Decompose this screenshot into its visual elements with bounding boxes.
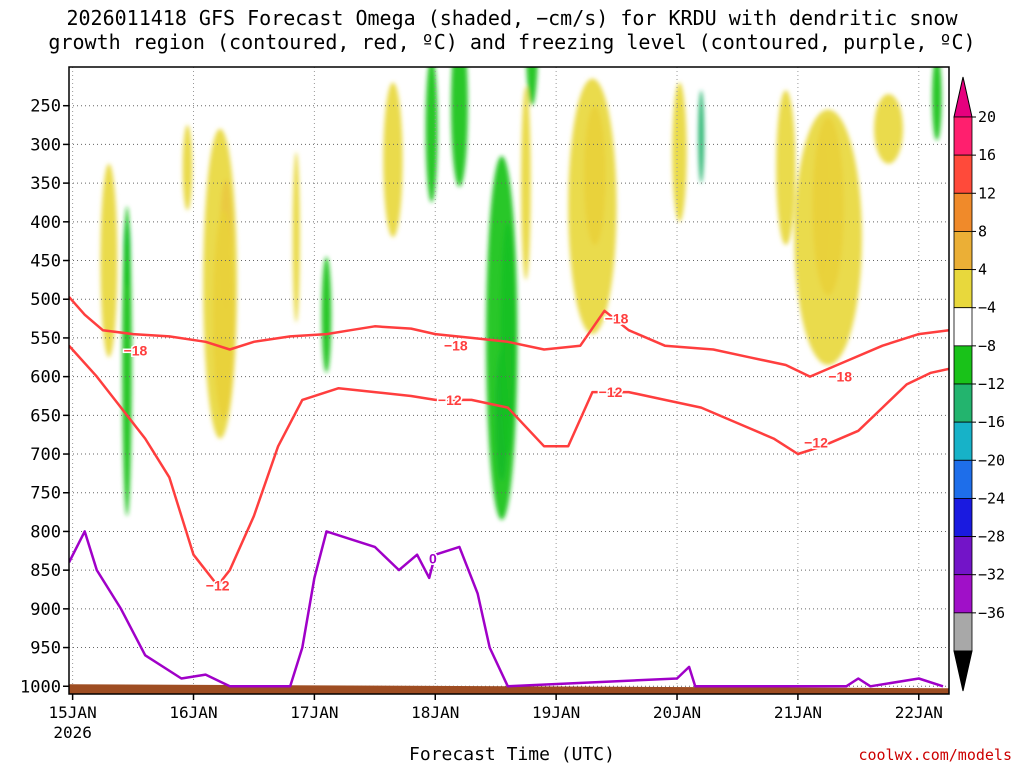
colorbar-label: −24 xyxy=(978,489,1005,507)
credit-link[interactable]: coolwx.com/models xyxy=(858,746,1012,764)
y-tick-label: 250 xyxy=(30,97,61,117)
x-tick-label: 16JAN xyxy=(169,703,217,722)
colorbar: 20 16 12 8 4 −4 −8 −12 −16 −20 −24 −28 −32 −36 xyxy=(953,76,1005,692)
colorbar-swatch xyxy=(953,574,973,614)
omega-blob xyxy=(874,94,904,164)
omega-blob xyxy=(526,67,538,106)
x-tick-label: 21JAN xyxy=(774,703,822,722)
x-tick-label: 18JAN xyxy=(411,703,459,722)
contour-line xyxy=(69,530,944,688)
y-tick-label: 500 xyxy=(30,290,61,310)
y-tick-label: 950 xyxy=(30,639,61,659)
contour-line xyxy=(69,344,949,587)
contour-label: −12 xyxy=(599,384,623,400)
y-tick-label: 300 xyxy=(30,135,61,155)
colorbar-label: −20 xyxy=(978,451,1005,469)
colorbar-label: 12 xyxy=(978,184,996,202)
colorbar-label: −8 xyxy=(978,337,996,355)
colorbar-swatch xyxy=(953,231,973,270)
chart-title: 2026011418 GFS Forecast Omega (shaded, −… xyxy=(0,6,1024,54)
contour-label: −18 xyxy=(605,311,629,327)
omega-blob xyxy=(450,67,468,187)
y-tick-label: 800 xyxy=(30,522,61,542)
y-tick-label: 650 xyxy=(30,406,61,426)
colorbar-top-arrow xyxy=(953,76,973,118)
contour-label: −18 xyxy=(124,342,148,358)
colorbar-label: −16 xyxy=(978,413,1005,431)
colorbar-swatch xyxy=(953,612,973,652)
omega-blob xyxy=(932,67,942,141)
omega-blob xyxy=(383,82,403,238)
colorbar-label: −4 xyxy=(978,299,996,317)
x-tick-label: 15JAN xyxy=(49,703,97,722)
y-tick-label: 600 xyxy=(30,368,61,388)
omega-blob xyxy=(698,90,705,184)
colorbar-swatch xyxy=(953,345,973,385)
colorbar-label: 16 xyxy=(978,146,996,164)
colorbar-label: −28 xyxy=(978,528,1005,546)
colorbar-swatch xyxy=(953,536,973,576)
omega-blob xyxy=(568,78,617,335)
colorbar-label: 4 xyxy=(978,261,987,279)
omega-blob xyxy=(100,163,118,358)
colorbar-swatch xyxy=(953,383,973,423)
colorbar-swatch xyxy=(953,154,973,194)
temperature-contours xyxy=(69,296,949,688)
y-tick-label: 450 xyxy=(30,252,61,272)
y-tick-label: 700 xyxy=(30,445,61,465)
omega-blob xyxy=(425,67,438,203)
colorbar-swatch xyxy=(953,307,973,347)
omega-blob xyxy=(203,128,238,439)
colorbar-swatch xyxy=(953,498,973,537)
colorbar-label: 8 xyxy=(978,222,987,240)
contour-label: −18 xyxy=(828,369,852,385)
y-tick-label: 900 xyxy=(30,600,61,620)
x-tick-label: 20JAN xyxy=(653,703,701,722)
plot-frame xyxy=(68,66,950,695)
x-tick-label: 19JAN xyxy=(532,703,580,722)
title-line-2: growth region (contoured, red, ºC) and f… xyxy=(48,30,976,54)
omega-blob xyxy=(672,82,687,222)
contour-label: −18 xyxy=(444,338,468,354)
x-axis-label: Forecast Time (UTC) xyxy=(409,744,615,765)
colorbar-label: −32 xyxy=(978,566,1005,584)
omega-blob xyxy=(182,125,193,211)
y-tick-label: 550 xyxy=(30,329,61,349)
colorbar-swatch xyxy=(953,269,973,309)
omega-blob xyxy=(122,206,132,516)
colorbar-swatch xyxy=(953,459,973,499)
y-tick-label: 400 xyxy=(30,213,61,233)
omega-blob xyxy=(321,256,332,373)
omega-blob xyxy=(776,90,796,246)
y-tick-label: 350 xyxy=(30,174,61,194)
contour-line xyxy=(69,296,949,378)
x-tick-label: 22JAN xyxy=(895,703,943,722)
contour-label: −12 xyxy=(438,392,462,408)
y-tick-label: 850 xyxy=(30,561,61,581)
y-tick-label: 1000 xyxy=(20,677,61,697)
contour-label: −12 xyxy=(804,434,828,450)
y-tick-label: 750 xyxy=(30,484,61,504)
contour-label: 0 xyxy=(429,551,437,567)
colorbar-bottom-arrow xyxy=(953,650,973,692)
y-axis: 250 300 350 400 450 500 550 600 650 700 750 800 850 9… xyxy=(20,97,69,697)
omega-blob xyxy=(292,152,300,323)
colorbar-label: −36 xyxy=(978,604,1005,622)
colorbar-swatch xyxy=(953,192,973,232)
colorbar-swatch xyxy=(953,116,973,156)
x-tick-year-label: 2026 xyxy=(53,723,92,742)
colorbar-swatch xyxy=(953,421,973,461)
x-tick-label: 17JAN xyxy=(290,703,338,722)
omega-shading xyxy=(100,67,942,520)
title-line-1: 2026011418 GFS Forecast Omega (shaded, −… xyxy=(66,6,958,30)
colorbar-label: 20 xyxy=(978,108,996,126)
contour-label: −12 xyxy=(206,578,230,594)
contour-labels: −18 −18 −18 −18 −12 −12 −12 −12 0 xyxy=(122,309,854,595)
colorbar-label: −12 xyxy=(978,375,1005,393)
omega-blob xyxy=(794,109,862,366)
